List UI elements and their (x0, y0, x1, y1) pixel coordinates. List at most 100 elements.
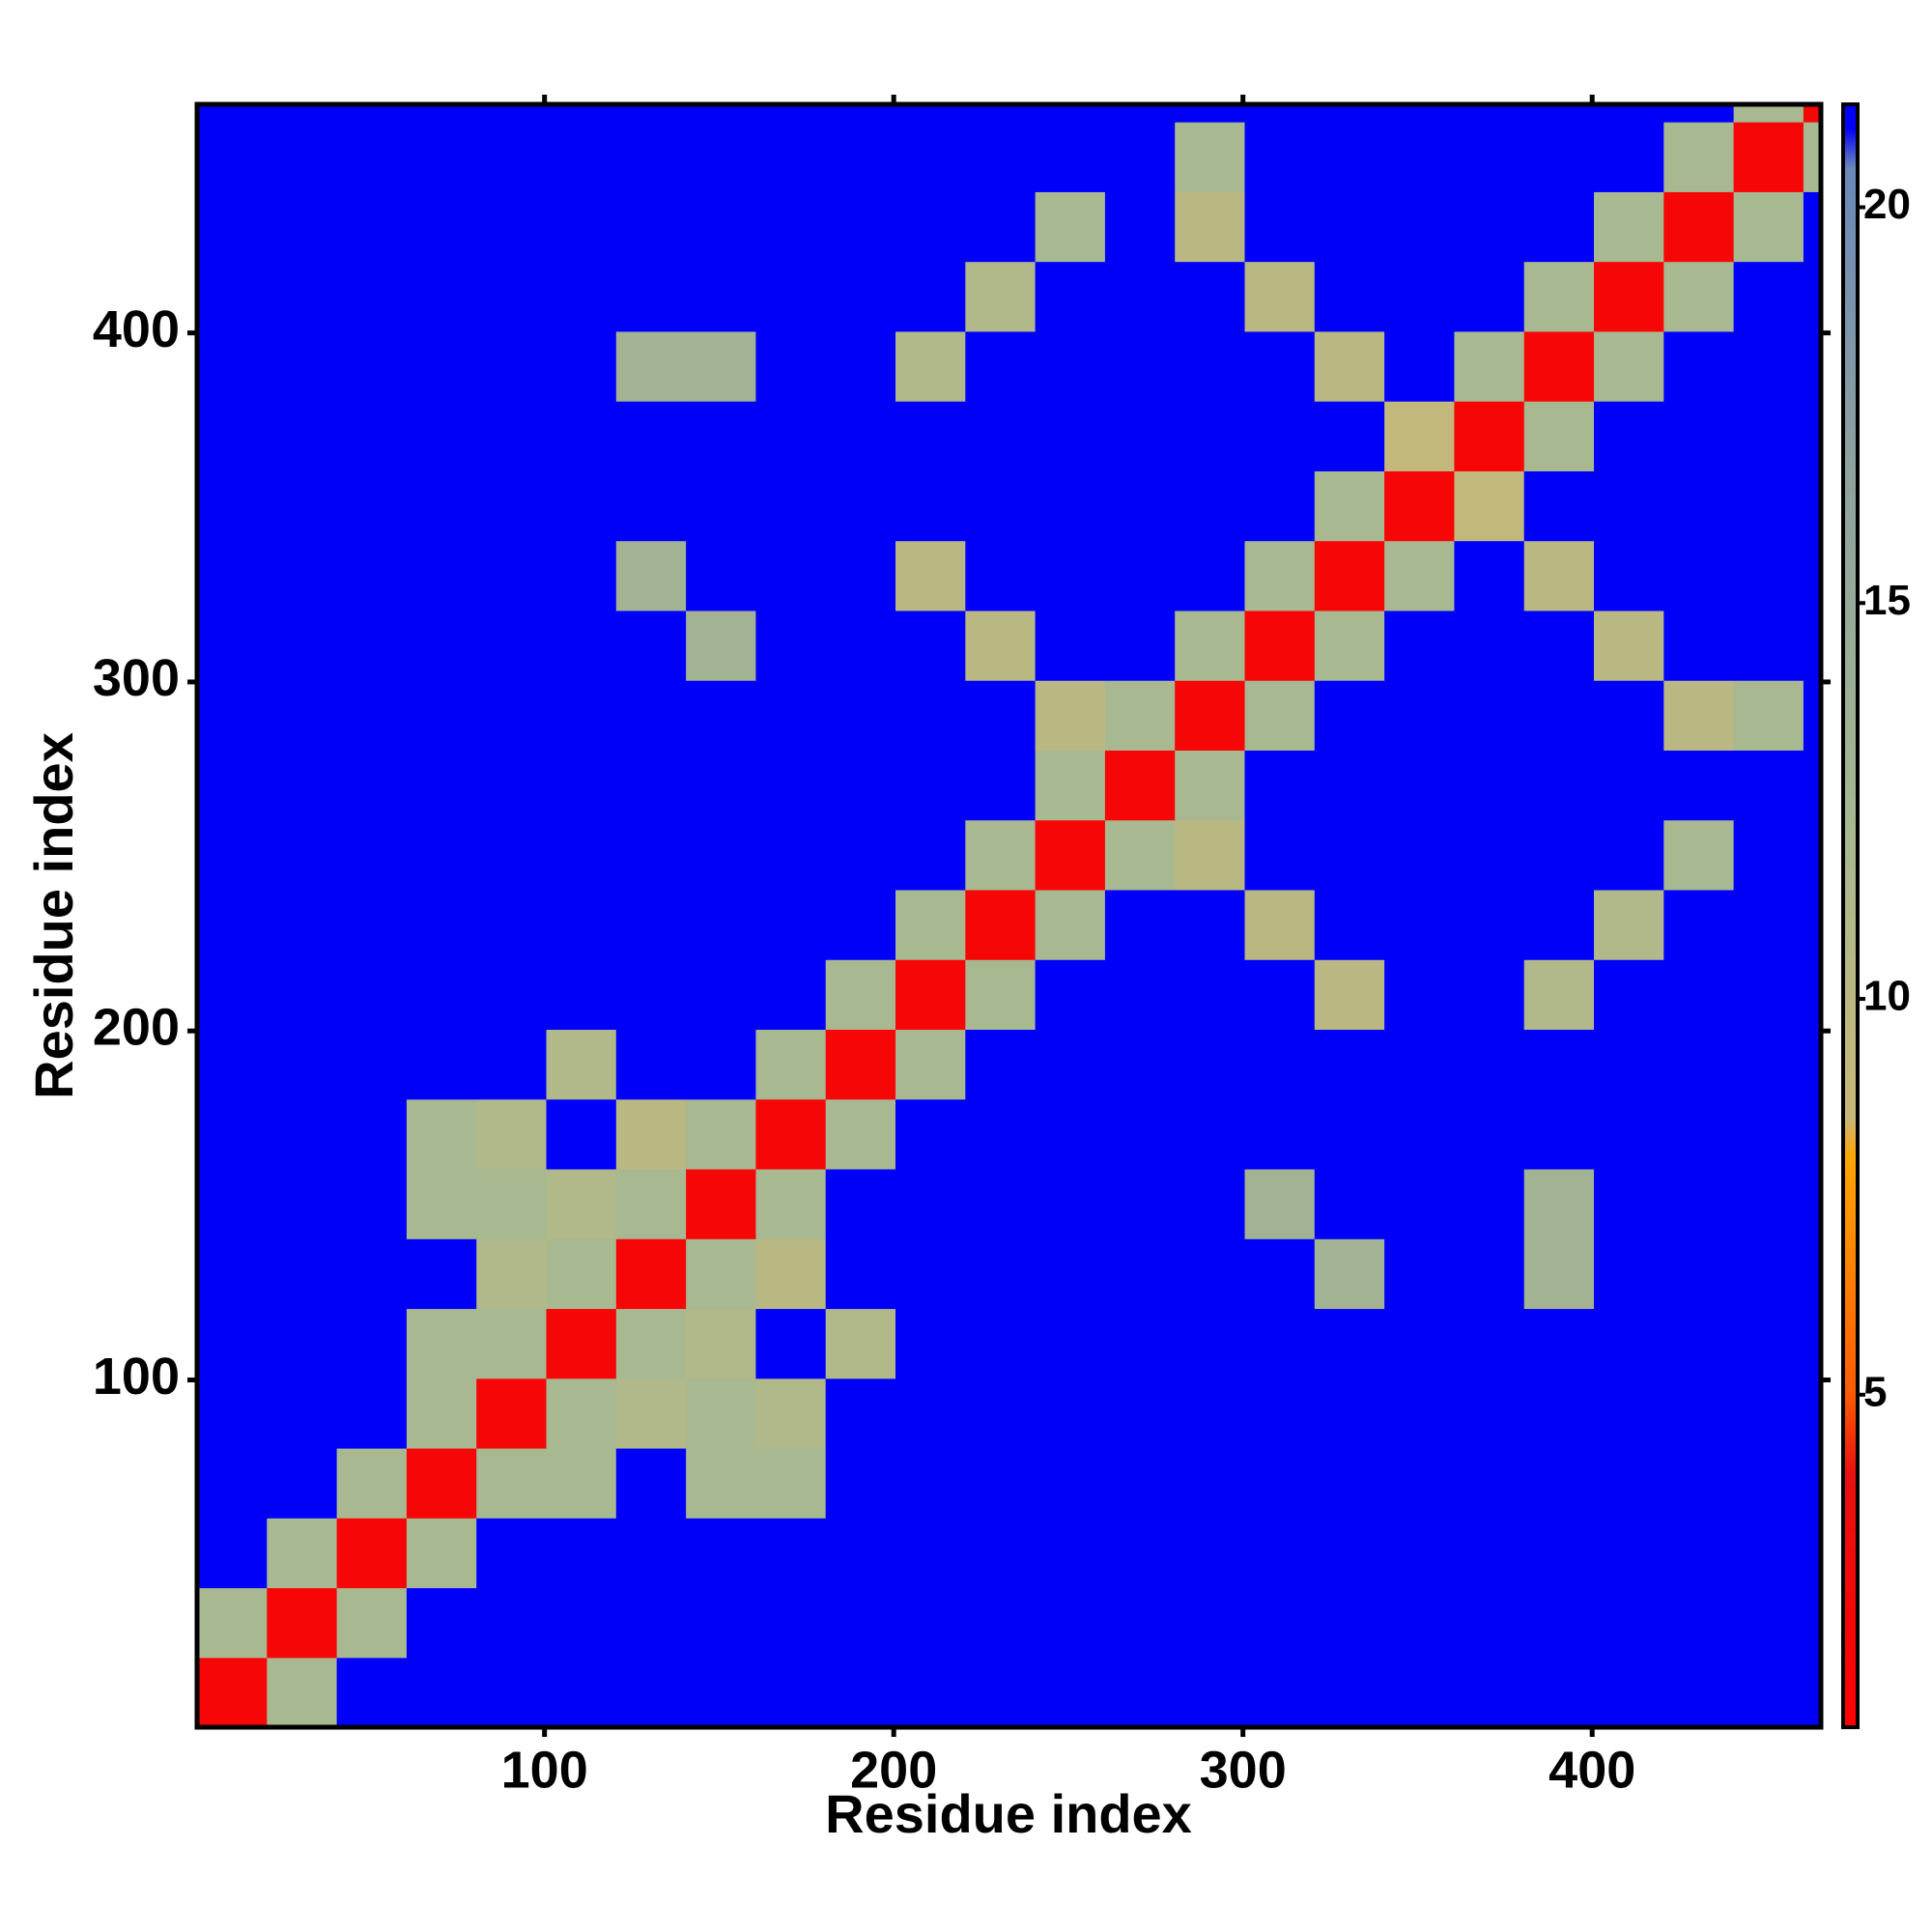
heatmap-cell (1314, 104, 1385, 123)
heatmap-cell (1454, 750, 1525, 821)
heatmap-cell (197, 540, 268, 611)
heatmap-cell (1104, 401, 1176, 471)
heatmap-cell (1594, 680, 1664, 751)
heatmap-cell (965, 470, 1037, 542)
heatmap-cell (1035, 330, 1106, 402)
heatmap-cell (965, 1657, 1037, 1728)
heatmap-cell (755, 122, 827, 192)
heatmap-cell (1314, 1168, 1385, 1239)
heatmap-cell (1104, 122, 1176, 192)
heatmap-cell (476, 1029, 548, 1100)
heatmap-cell (1523, 1378, 1595, 1449)
heatmap-cell (1454, 1238, 1525, 1310)
heatmap-cell (1244, 750, 1316, 821)
y-tick-label: 200 (93, 998, 180, 1056)
heatmap-cell (546, 819, 617, 891)
heatmap-cell (406, 122, 477, 192)
heatmap-cell (336, 1378, 408, 1449)
heatmap-cell (895, 1657, 966, 1728)
heatmap-cell (1454, 959, 1525, 1031)
colorbar-tick-label: 15 (1863, 577, 1911, 624)
heatmap-cell (1035, 261, 1106, 332)
heatmap-cell (546, 122, 617, 192)
heatmap-cell (1384, 330, 1456, 402)
heatmap-cell (1104, 540, 1176, 611)
heatmap-cell (825, 1238, 896, 1310)
heatmap-cell (546, 1238, 617, 1310)
heatmap-cell (1314, 1098, 1385, 1170)
heatmap-cell (476, 889, 548, 960)
heatmap-cell (197, 1029, 268, 1100)
heatmap-cell (825, 191, 896, 263)
heatmap-cell (406, 1029, 477, 1100)
heatmap-cell (965, 1378, 1037, 1449)
heatmap-cell (1663, 1378, 1735, 1449)
heatmap-cell (197, 889, 268, 960)
heatmap-cell (1803, 470, 1822, 542)
heatmap-cell (686, 889, 757, 960)
heatmap-cell (1244, 610, 1316, 681)
heatmap-cell (895, 750, 966, 821)
heatmap-cell (1104, 191, 1176, 263)
heatmap-cell (1733, 1657, 1804, 1728)
heatmap-cell (1035, 122, 1106, 192)
heatmap-cell (406, 191, 477, 263)
heatmap-cell (1523, 1587, 1595, 1659)
colorbar-tick-label: 10 (1863, 973, 1911, 1020)
heatmap-cell (825, 1447, 896, 1519)
heatmap-cell (965, 1238, 1037, 1310)
heatmap-cell (1594, 889, 1664, 960)
heatmap-cell (1314, 1308, 1385, 1379)
heatmap-cell (1314, 610, 1385, 681)
heatmap-cell (1175, 540, 1246, 611)
heatmap-cell (267, 1587, 338, 1659)
heatmap-cell (1803, 1518, 1822, 1589)
heatmap-cell (1663, 889, 1735, 960)
heatmap-cell (1035, 191, 1106, 263)
heatmap-cell (895, 1447, 966, 1519)
heatmap-cell (1523, 1447, 1595, 1519)
heatmap-cell (1733, 610, 1804, 681)
heatmap-cell (686, 610, 757, 681)
heatmap-cell (1594, 1378, 1664, 1449)
heatmap-cell (1384, 1308, 1456, 1379)
heatmap-cell (1244, 122, 1316, 192)
heatmap-cell (476, 1098, 548, 1170)
heatmap-cell (1314, 1587, 1385, 1659)
heatmap-cell (1244, 1587, 1316, 1659)
heatmap-cell (965, 750, 1037, 821)
heatmap-cell (1594, 1308, 1664, 1379)
heatmap-cell (1594, 330, 1664, 402)
heatmap-cell (1594, 610, 1664, 681)
heatmap-cell (1523, 610, 1595, 681)
heatmap-cell (1733, 1447, 1804, 1519)
heatmap-cell (1175, 1308, 1246, 1379)
heatmap-cell (1384, 1587, 1456, 1659)
heatmap-cell (546, 1657, 617, 1728)
heatmap-cell (1035, 470, 1106, 542)
heatmap-cell (476, 1587, 548, 1659)
heatmap-cell (1175, 401, 1246, 471)
heatmap-cell (1314, 1518, 1385, 1589)
heatmap-cell (615, 191, 687, 263)
heatmap-cell (755, 1168, 827, 1239)
heatmap-cell (686, 540, 757, 611)
heatmap-cell (1104, 330, 1176, 402)
heatmap-cell (1035, 750, 1106, 821)
heatmap-cell (1314, 1378, 1385, 1449)
heatmap-cell (1803, 889, 1822, 960)
heatmap-cell (1384, 540, 1456, 611)
heatmap-cell (1663, 470, 1735, 542)
heatmap-cell (825, 1657, 896, 1728)
heatmap-cell (336, 401, 408, 471)
heatmap-cell (546, 750, 617, 821)
heatmap-cell (406, 401, 477, 471)
heatmap-cell (755, 1308, 827, 1379)
heatmap-cell (1594, 540, 1664, 611)
heatmap-cell (406, 1098, 477, 1170)
heatmap-cell (755, 1378, 827, 1449)
heatmap-cell (1314, 1447, 1385, 1519)
heatmap-cell (1244, 1098, 1316, 1170)
heatmap-cell (1733, 104, 1804, 123)
